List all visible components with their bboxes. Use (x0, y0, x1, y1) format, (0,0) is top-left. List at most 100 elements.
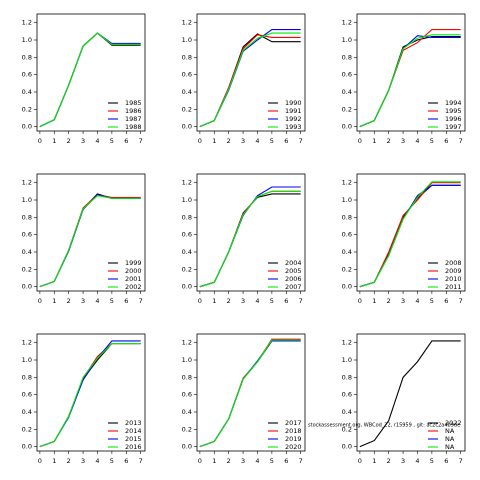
y-tick-label: 0.6 (342, 71, 352, 79)
y-tick-label: 0.0 (22, 443, 32, 451)
y-tick-label: 1.0 (182, 196, 192, 204)
y-tick-label: 0.0 (182, 443, 192, 451)
legend-label: 2022 (445, 419, 462, 427)
legend-label: 2002 (125, 283, 142, 291)
plot-frame (356, 13, 466, 132)
x-tick-label: 4 (255, 137, 259, 145)
y-tick-label: 1.0 (182, 356, 192, 364)
y-tick-label: 0.4 (22, 248, 32, 256)
y-tick-label: 0.8 (22, 373, 32, 381)
x-tick-label: 2 (387, 137, 391, 145)
legend-label: NA (445, 435, 455, 443)
y-tick-label: 0.2 (342, 265, 352, 273)
plot-frame (196, 173, 306, 292)
x-tick-label: 7 (299, 297, 303, 305)
x-tick-label: 2 (67, 137, 71, 145)
x-tick-label: 1 (52, 137, 56, 145)
x-tick-label: 6 (444, 297, 448, 305)
y-tick-label: 0.6 (22, 71, 32, 79)
y-tick-label: 1.2 (342, 179, 352, 187)
series-line (199, 32, 301, 128)
y-tick-label: 0.6 (22, 391, 32, 399)
legend-label: 2015 (125, 435, 142, 443)
x-tick-label: 3 (241, 137, 245, 145)
legend-label: 1992 (285, 115, 302, 123)
x-tick-label: 2 (67, 457, 71, 465)
x-tick-label: 5 (430, 137, 434, 145)
y-tick-label: 0.8 (182, 373, 192, 381)
x-tick-label: 3 (81, 457, 85, 465)
x-tick-label: 5 (430, 457, 434, 465)
y-tick-label: 0.8 (342, 53, 352, 61)
y-tick-label: 0.6 (22, 231, 32, 239)
x-tick-label: 3 (81, 297, 85, 305)
x-tick-label: 6 (124, 297, 128, 305)
legend-label: 1999 (125, 259, 142, 267)
legend-label: 2017 (285, 419, 302, 427)
y-tick-label: 1.0 (22, 36, 32, 44)
series-line (199, 190, 301, 288)
y-tick-label: 1.2 (182, 19, 192, 27)
x-tick-label: 3 (401, 297, 405, 305)
y-tick-label: 1.0 (342, 196, 352, 204)
x-tick-label: 0 (358, 137, 362, 145)
x-tick-label: 3 (401, 137, 405, 145)
legend-label: 1994 (445, 99, 462, 107)
legend-label: 2006 (285, 275, 302, 283)
legend-label: 2000 (125, 267, 142, 275)
plot-frame (196, 333, 306, 452)
x-tick-label: 7 (459, 457, 463, 465)
legend-label: 2018 (285, 427, 302, 435)
y-tick-label: 1.2 (182, 179, 192, 187)
y-tick-label: 0.6 (182, 71, 192, 79)
plot-frame (36, 333, 146, 452)
x-tick-label: 0 (198, 457, 202, 465)
series-line (39, 342, 141, 448)
plot-frame (356, 173, 466, 292)
y-tick-label: 0.0 (22, 283, 32, 291)
legend-label: 2005 (285, 267, 302, 275)
x-tick-label: 5 (270, 297, 274, 305)
legend-label: NA (445, 443, 455, 451)
y-tick-label: 0.0 (342, 443, 352, 451)
y-tick-label: 0.2 (182, 265, 192, 273)
x-tick-label: 2 (387, 297, 391, 305)
x-tick-label: 4 (95, 137, 99, 145)
x-tick-label: 6 (444, 457, 448, 465)
y-tick-label: 0.4 (342, 248, 352, 256)
y-tick-label: 0.4 (182, 88, 192, 96)
x-tick-label: 1 (212, 457, 216, 465)
legend-label: 2010 (445, 275, 462, 283)
legend-label: 1990 (285, 99, 302, 107)
x-tick-label: 1 (52, 457, 56, 465)
x-tick-label: 4 (95, 457, 99, 465)
x-tick-label: 6 (284, 137, 288, 145)
x-tick-label: 4 (255, 457, 259, 465)
legend-label: 2016 (125, 443, 142, 451)
y-tick-label: 0.8 (22, 53, 32, 61)
y-tick-label: 0.8 (342, 213, 352, 221)
plot-frame (196, 13, 306, 132)
x-tick-label: 5 (110, 457, 114, 465)
y-tick-label: 0.8 (22, 213, 32, 221)
y-tick-label: 0.0 (22, 123, 32, 131)
y-tick-label: 0.8 (182, 213, 192, 221)
x-tick-label: 1 (372, 297, 376, 305)
x-tick-label: 1 (212, 297, 216, 305)
legend-label: 2004 (285, 259, 302, 267)
series-line (39, 195, 141, 288)
x-tick-label: 7 (459, 297, 463, 305)
x-tick-label: 1 (212, 137, 216, 145)
series-line (359, 181, 461, 288)
series-line (39, 32, 141, 128)
x-tick-label: 7 (139, 137, 143, 145)
y-tick-label: 1.2 (182, 339, 192, 347)
legend-label: 2007 (285, 283, 302, 291)
x-tick-label: 4 (95, 297, 99, 305)
x-tick-label: 6 (444, 137, 448, 145)
y-tick-label: 0.8 (342, 373, 352, 381)
plot-frame (36, 13, 146, 132)
y-tick-label: 0.0 (182, 283, 192, 291)
x-tick-label: 4 (255, 297, 259, 305)
